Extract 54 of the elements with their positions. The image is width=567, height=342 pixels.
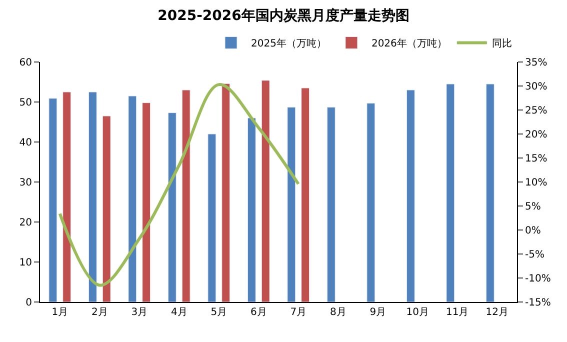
x-tick-label: 4月 bbox=[170, 307, 188, 318]
x-tick-label: 10月 bbox=[406, 307, 429, 318]
bar bbox=[102, 116, 111, 302]
bar bbox=[88, 92, 97, 302]
x-tick-label: 2月 bbox=[91, 307, 108, 318]
bar bbox=[486, 84, 494, 302]
bar bbox=[208, 134, 216, 302]
x-tick-label: 1月 bbox=[52, 307, 68, 318]
bar bbox=[128, 96, 137, 302]
y-tick-label: 0 bbox=[26, 298, 32, 308]
y2-tick-label: 30% bbox=[525, 82, 548, 92]
y2-tick-label: -10% bbox=[525, 274, 551, 284]
y-tick-label: 50 bbox=[19, 98, 32, 108]
line-series bbox=[58, 83, 300, 287]
bar bbox=[168, 112, 176, 302]
x-tick-label: 8月 bbox=[330, 307, 346, 318]
bar bbox=[287, 106, 296, 302]
bar bbox=[446, 84, 455, 302]
legend-label: 2025年（万吨） bbox=[251, 38, 326, 50]
bar bbox=[261, 80, 270, 302]
legend-label: 2026年（万吨） bbox=[371, 38, 447, 50]
y-tick-label: 10 bbox=[19, 258, 32, 268]
bar bbox=[62, 92, 72, 302]
y-tick-label: 40 bbox=[19, 138, 32, 148]
x-tick-label: 9月 bbox=[370, 307, 386, 318]
y2-tick-label: 0% bbox=[525, 226, 541, 236]
bar bbox=[48, 98, 58, 302]
y2-tick-label: -5% bbox=[525, 250, 544, 260]
x-tick-label: 5月 bbox=[210, 307, 228, 318]
x-tick-label: 7月 bbox=[290, 307, 307, 318]
y-tick-label: 20 bbox=[19, 218, 32, 228]
y2-tick-label: 20% bbox=[525, 130, 548, 140]
y2-tick-label: 5% bbox=[525, 202, 541, 212]
y2-tick-label: 10% bbox=[525, 178, 548, 188]
y2-tick-label: 15% bbox=[525, 154, 548, 164]
y2-tick-label: 35% bbox=[525, 58, 548, 68]
bar bbox=[326, 106, 336, 302]
x-tick-label: 3月 bbox=[131, 307, 148, 318]
bar bbox=[366, 102, 376, 302]
bar bbox=[301, 88, 310, 302]
y-tick-label: 30 bbox=[19, 178, 32, 188]
x-tick-label: 11月 bbox=[446, 307, 469, 318]
y2-tick-label: -15% bbox=[525, 298, 551, 308]
bar bbox=[247, 118, 256, 302]
x-tick-label: 6月 bbox=[250, 307, 267, 318]
chart-title: 2025-2026年国内炭黑月度产量走势图 bbox=[158, 7, 410, 24]
bar bbox=[406, 90, 415, 302]
legend-label: 同比 bbox=[492, 38, 512, 50]
bar bbox=[142, 102, 151, 302]
bar bbox=[222, 83, 230, 302]
bar bbox=[182, 90, 190, 302]
x-tick-label: 12月 bbox=[486, 307, 508, 318]
y-tick-label: 60 bbox=[19, 58, 32, 68]
y2-tick-label: 25% bbox=[525, 106, 548, 116]
